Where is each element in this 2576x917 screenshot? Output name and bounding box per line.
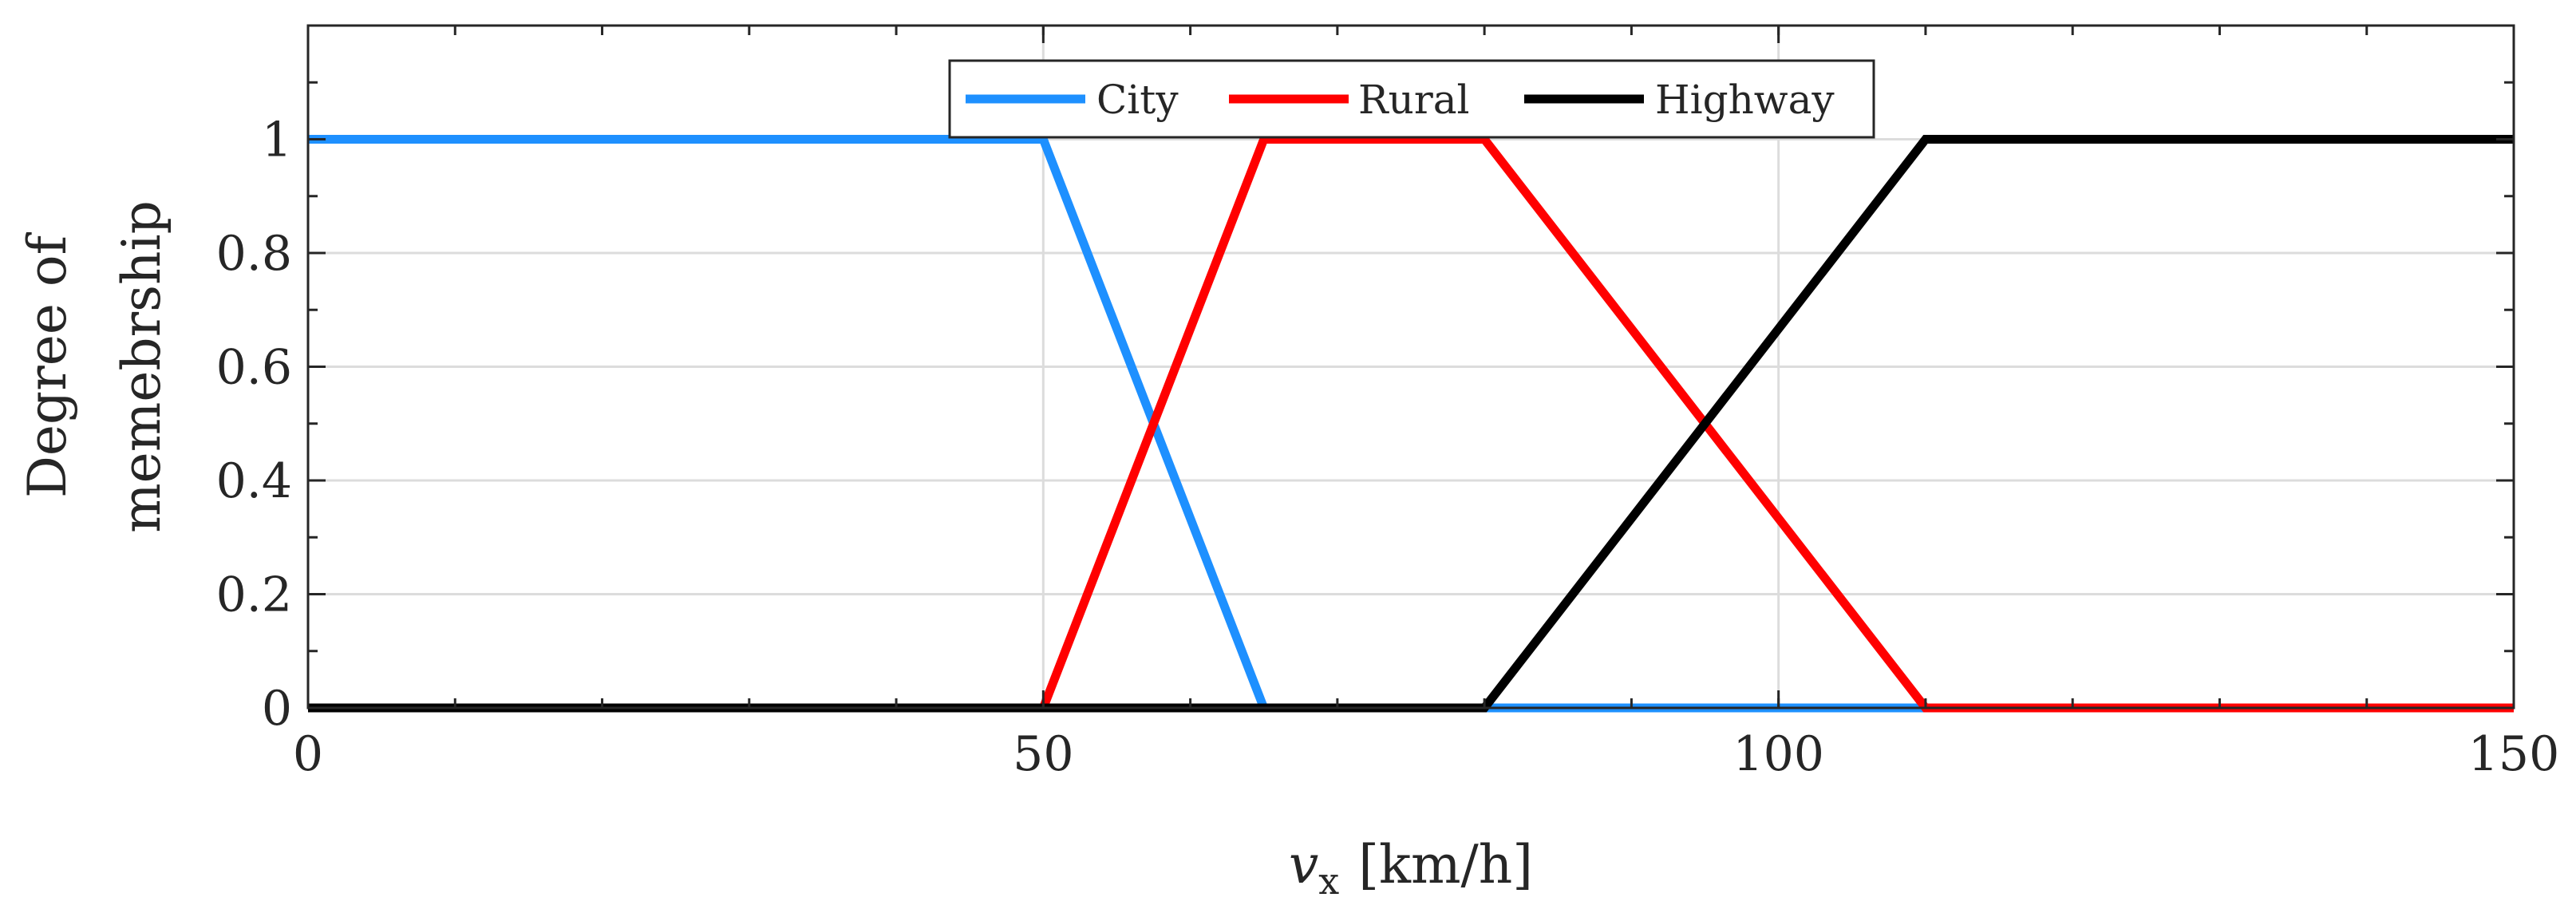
x-tick-label: 50 (1013, 726, 1073, 782)
legend-label-city: City (1096, 77, 1179, 123)
y-tick-label: 0.6 (216, 340, 292, 396)
legend: City Rural Highway (948, 59, 1875, 139)
y-tick-label: 0.2 (216, 567, 292, 623)
x-tick-label: 150 (2468, 726, 2560, 782)
legend-label-highway: Highway (1655, 77, 1835, 123)
y-tick-label: 0 (262, 681, 292, 737)
x-axis-label-unit: [km/h] (1358, 834, 1533, 895)
y-tick-label: 0.8 (216, 226, 292, 282)
x-axis-label: vx [km/h] (1289, 834, 1533, 903)
y-axis-label-line1: Degree of (17, 231, 78, 498)
y-tick-label: 0.4 (216, 453, 292, 509)
y-axis-label-line2: memebrship (111, 200, 172, 533)
x-tick-label: 0 (293, 726, 323, 782)
x-axis-label-sub: x (1318, 860, 1339, 903)
x-tick-label: 100 (1732, 726, 1824, 782)
legend-box (948, 59, 1875, 139)
legend-label-rural: Rural (1358, 77, 1470, 123)
y-tick-label: 1 (262, 113, 292, 168)
ticks-layer: 0 50 100 150 0 0.2 0.4 0.6 0.8 1 (216, 24, 2560, 782)
x-axis-label-var: v (1289, 834, 1318, 895)
